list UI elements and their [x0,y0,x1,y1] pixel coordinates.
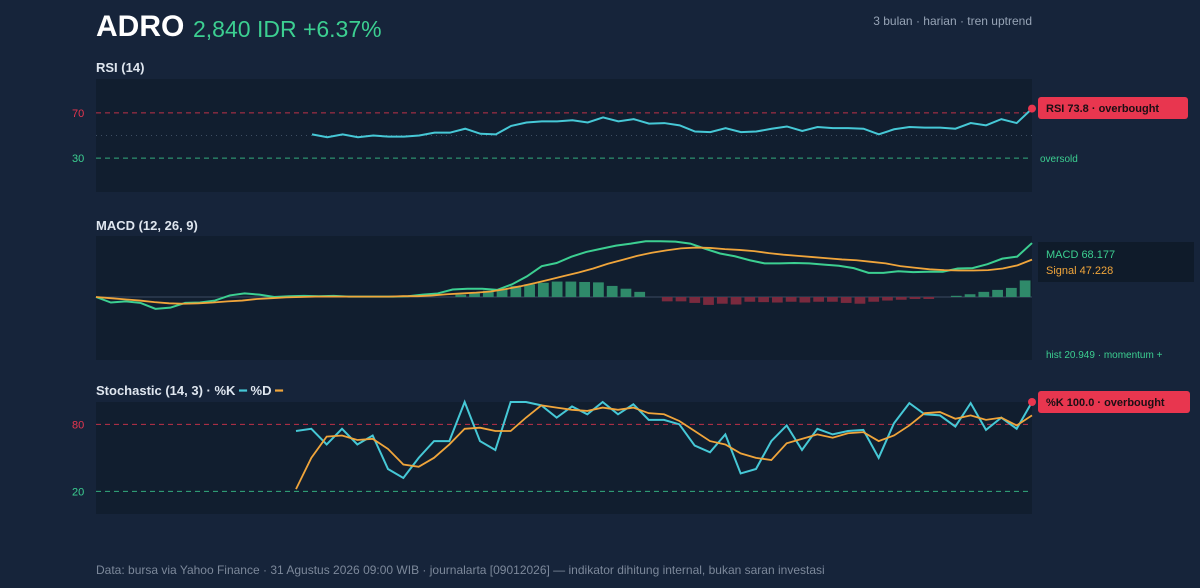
macd-histogram-bar [689,297,701,303]
stoch-d-line [295,404,1033,490]
macd-histogram-bar [675,297,687,302]
macd-histogram-bar [482,290,494,297]
macd-signal-value-label: Signal 47.228 [1046,265,1113,277]
macd-histogram-bar [827,297,838,302]
stoch-k-swatch: ━ [239,383,247,398]
rsi-tick-30: 30 [72,153,84,165]
macd-histogram-bar [771,297,783,303]
stoch-tick-20: 20 [72,486,84,498]
macd-histogram-bar [1005,287,1017,297]
stoch-last-point [1028,398,1036,406]
stoch-panel-background [96,402,1032,514]
macd-histogram-bar [620,288,632,297]
macd-histogram-bar [565,281,577,297]
macd-histogram-bar [455,294,467,297]
macd-histogram-bar [496,289,508,297]
macd-value-label: MACD 68.177 [1046,249,1115,261]
macd-histogram-bar [882,297,893,301]
macd-histogram-bar [510,285,522,297]
macd-legend-box [1038,242,1194,282]
macd-histogram-bar [813,297,825,302]
macd-signal-line [95,246,1033,305]
rsi-line [311,107,1033,139]
macd-histogram-bar [551,281,563,297]
footer-source: Data: bursa via Yahoo Finance · 31 Agust… [96,563,825,577]
macd-histogram-bar [606,285,618,297]
macd-histogram-bar [758,297,769,303]
stoch-title-text: Stochastic (14, 3) · [96,383,215,398]
stoch-k-line [295,399,1033,480]
macd-histogram-bar [992,289,1003,297]
macd-histogram-bar [950,295,962,297]
stoch-k-label: %K [214,383,236,398]
chart-meta: 3 bulan · harian · tren uptrend [873,14,1032,28]
ticker-symbol: ADRO [96,10,185,43]
price-change: 2,840 IDR +6.37% [193,16,382,42]
macd-histogram-bar [703,297,714,305]
macd-histogram-bar [579,281,591,297]
stoch-d-label: %D [250,383,272,398]
macd-histogram-bar [868,297,880,302]
rsi-tick-70: 70 [72,108,84,120]
macd-hist-label: hist 20.949 · momentum + [1046,350,1163,361]
rsi-oversold-label: oversold [1040,154,1078,165]
macd-panel-title: MACD (12, 26, 9) [96,218,198,233]
macd-histogram-bar [964,294,976,297]
macd-histogram-bar [716,297,728,304]
macd-histogram-bar [923,297,935,299]
stoch-d-swatch: ━ [275,383,283,398]
macd-histogram-bar [730,297,742,305]
macd-histogram-bar [1019,280,1031,297]
stoch-panel-title: Stochastic (14, 3) · %K ━ %D ━ [96,383,283,399]
macd-histogram-bar [469,293,480,297]
rsi-callout-box [1038,97,1188,119]
macd-histogram-bar [661,297,673,302]
stoch-callout-text: %K 100.0 · overbought [1046,397,1165,409]
rsi-callout-text: RSI 73.8 · overbought [1046,103,1159,115]
macd-line [95,240,1033,310]
macd-histogram-bar [524,284,535,297]
macd-histogram-bar [744,297,756,302]
stoch-tick-80: 80 [72,419,84,431]
macd-histogram-bar [895,297,907,300]
rsi-last-point [1028,104,1036,113]
macd-histogram-bar [537,282,549,297]
rsi-panel-title: RSI (14) [96,60,145,75]
macd-histogram-bar [840,297,852,303]
macd-histogram-bar [634,291,646,297]
macd-histogram-bar [799,297,811,303]
macd-histogram-bar [785,297,797,302]
macd-histogram-bar [854,297,866,304]
stoch-callout-box [1038,391,1190,413]
macd-histogram-bar [593,282,604,297]
macd-histogram-bar [978,291,990,297]
macd-histogram-bar [909,297,921,299]
